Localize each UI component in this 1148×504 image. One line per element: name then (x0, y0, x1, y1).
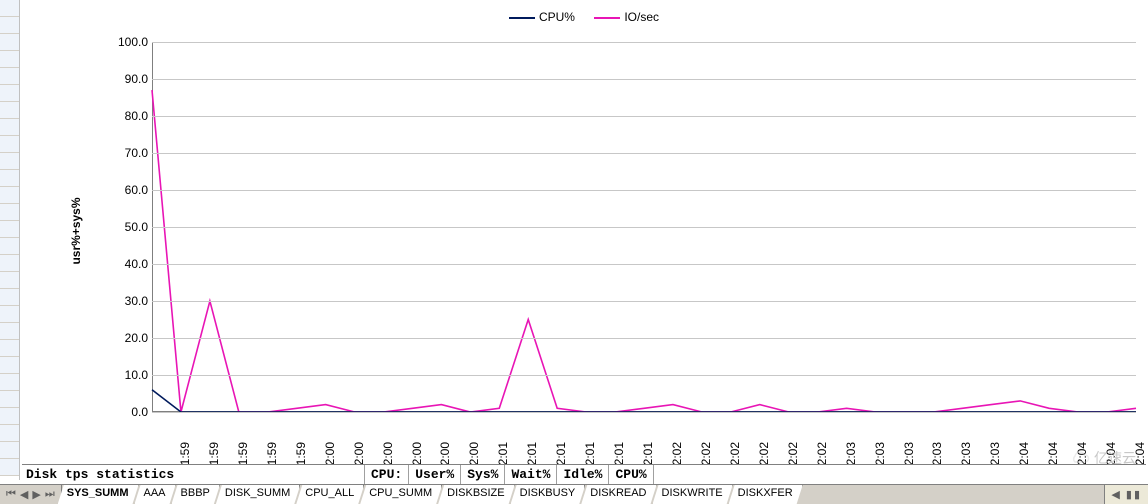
sheet-tab[interactable]: AAA (135, 485, 176, 504)
tab-scroll-right[interactable]: ◀ ▮▮ (1104, 485, 1148, 504)
sheet-tab[interactable]: DISKWRITE (653, 485, 733, 504)
plot-region: 0.010.020.030.040.050.060.070.080.090.01… (152, 42, 1136, 412)
sheet-tab[interactable]: CPU_SUMM (360, 485, 442, 504)
watermark-text: 亿速云 (1094, 448, 1136, 468)
scrollbar-track[interactable]: ▮▮ (1126, 488, 1142, 501)
status-col-user: User% (411, 467, 458, 482)
y-tick-label: 70.0 (110, 146, 148, 160)
spreadsheet-row-headers (0, 0, 20, 480)
y-tick-label: 20.0 (110, 331, 148, 345)
sheet-tab[interactable]: DISKBSIZE (438, 485, 514, 504)
y-tick-label: 10.0 (110, 368, 148, 382)
status-bar: Disk tps statistics CPU: User% Sys% Wait… (22, 464, 1146, 484)
y-tick-label: 50.0 (110, 220, 148, 234)
status-title: Disk tps statistics (22, 467, 362, 482)
sheet-tab-strip: ⏮ ◀ ▶ ⏭ SYS_SUMMAAABBBPDISK_SUMMCPU_ALLC… (0, 484, 1148, 504)
legend-label: IO/sec (624, 10, 659, 24)
y-tick-label: 40.0 (110, 257, 148, 271)
status-col-idle: Idle% (559, 467, 606, 482)
y-axis-title: usr%+sys% (69, 197, 83, 264)
tab-prev-icon[interactable]: ◀ (18, 488, 30, 501)
tab-next-icon[interactable]: ▶ (30, 488, 42, 501)
status-col-sys: Sys% (463, 467, 502, 482)
sheet-tab[interactable]: SYS_SUMM (58, 485, 139, 504)
y-tick-label: 80.0 (110, 109, 148, 123)
status-col-wait: Wait% (507, 467, 554, 482)
y-tick-label: 0.0 (110, 405, 148, 419)
sheet-tab[interactable]: DISKXFER (729, 485, 803, 504)
y-tick-label: 90.0 (110, 72, 148, 86)
y-tick-label: 30.0 (110, 294, 148, 308)
status-cpu-label: CPU: (367, 467, 406, 482)
status-col-cpu: CPU% (611, 467, 650, 482)
y-tick-label: 60.0 (110, 183, 148, 197)
sheet-tab[interactable]: DISKREAD (581, 485, 656, 504)
scroll-left-icon[interactable]: ◀ (1111, 488, 1119, 501)
chart-area: CPU% IO/sec usr%+sys% 0.010.020.030.040.… (22, 0, 1146, 462)
legend-label: CPU% (539, 10, 575, 24)
legend-item-io: IO/sec (594, 10, 659, 24)
tab-first-icon[interactable]: ⏮ (4, 488, 18, 501)
sheet-tab[interactable]: DISK_SUMM (216, 485, 300, 504)
y-tick-label: 100.0 (110, 35, 148, 49)
sheet-tab[interactable]: DISKBUSY (511, 485, 586, 504)
sheet-tab[interactable]: BBBP (172, 485, 220, 504)
chart-legend: CPU% IO/sec (22, 10, 1146, 24)
watermark: 亿速云 (1068, 448, 1136, 468)
legend-item-cpu: CPU% (509, 10, 575, 24)
cloud-icon (1068, 450, 1090, 466)
tab-last-icon[interactable]: ⏭ (43, 488, 57, 501)
tab-nav-buttons[interactable]: ⏮ ◀ ▶ ⏭ (0, 485, 62, 504)
sheet-tab[interactable]: CPU_ALL (296, 485, 364, 504)
